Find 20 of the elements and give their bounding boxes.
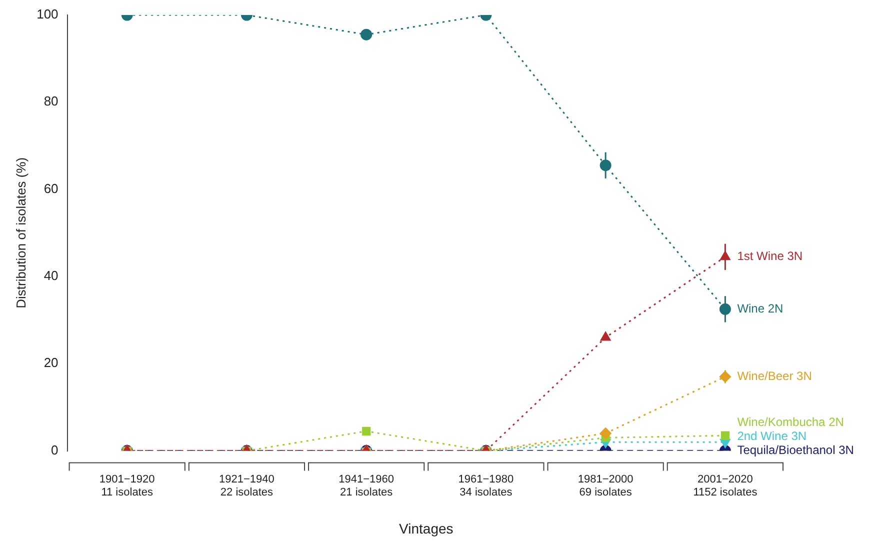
y-tick-label: 100 xyxy=(36,6,58,22)
series-label: 2nd Wine 3N xyxy=(737,429,807,444)
y-tick-label: 0 xyxy=(51,442,58,458)
y-tick-label: 40 xyxy=(44,268,58,284)
series-label: Wine/Beer 3N xyxy=(737,369,812,384)
x-axis-title: Vintages xyxy=(399,520,454,536)
series-label: Tequila/Bioethanol 3N xyxy=(737,443,854,458)
x-tick-label: 1901−1920 11 isolates xyxy=(99,473,155,499)
x-tick-label: 1961−1980 34 isolates xyxy=(458,473,514,499)
x-tick-label: 2001−2020 1152 isolates xyxy=(693,473,758,499)
series-label: Wine/Kombucha 2N xyxy=(737,415,844,430)
y-tick-label: 20 xyxy=(44,355,58,370)
series-label: 1st Wine 3N xyxy=(737,249,803,264)
x-tick-label: 1981−2000 69 isolates xyxy=(578,473,634,499)
y-axis-title: Distribution of isolates (%) xyxy=(13,157,28,308)
y-tick-label: 60 xyxy=(44,180,58,196)
x-tick-label: 1941−1960 21 isolates xyxy=(338,473,394,499)
y-tick-label: 80 xyxy=(44,94,58,109)
x-tick-label: 1921−1940 22 isolates xyxy=(219,473,274,499)
series-label: Wine 2N xyxy=(737,301,784,316)
